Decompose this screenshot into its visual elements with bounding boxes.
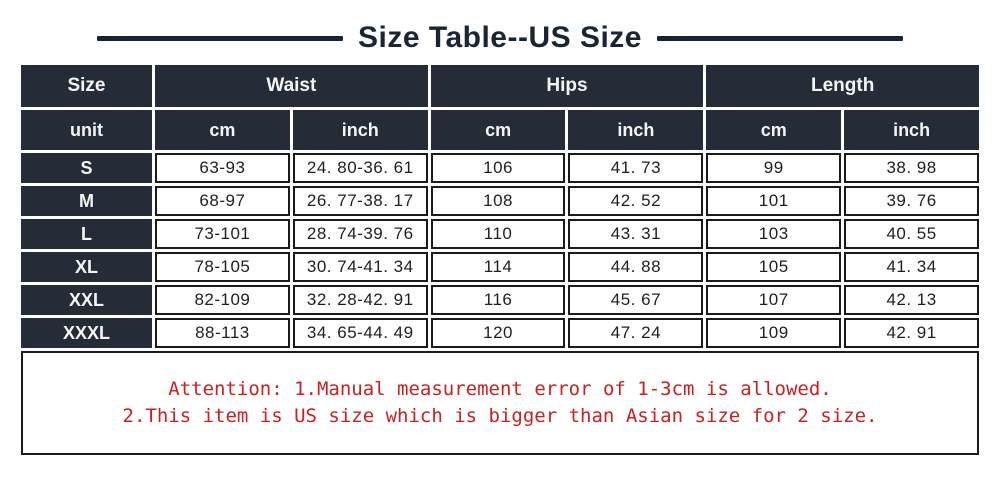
unit-header-label: unit xyxy=(21,110,152,150)
cell-xxl-waist-inch: 32. 28-42. 91 xyxy=(292,285,428,315)
unit-header-waist-inch: inch xyxy=(292,110,428,150)
group-header-row: Size Waist Hips Length xyxy=(21,65,979,107)
page-title: Size Table--US Size xyxy=(357,21,642,54)
table-row-xxxl: XXXL 88-113 34. 65-44. 49 120 47. 24 109… xyxy=(21,318,979,348)
unit-header-length-cm: cm xyxy=(706,110,842,150)
col-header-length: Length xyxy=(706,65,979,107)
cell-s-waist-cm: 63-93 xyxy=(155,153,290,183)
table-row-l: L 73-101 28. 74-39. 76 110 43. 31 103 40… xyxy=(21,219,979,249)
title-row: Size Table--US Size xyxy=(0,0,1000,60)
attention-line-2: 2.This item is US size which is bigger t… xyxy=(122,405,878,427)
cell-xl-length-inch: 41. 34 xyxy=(844,252,979,282)
size-label-xxl: XXL xyxy=(21,285,152,315)
unit-header-waist-cm: cm xyxy=(155,110,290,150)
attention-box: Attention: 1.Manual measurement error of… xyxy=(21,351,979,455)
table-row-s: S 63-93 24. 80-36. 61 106 41. 73 99 38. … xyxy=(21,153,979,183)
cell-l-length-inch: 40. 55 xyxy=(844,219,979,249)
attention-row: Attention: 1.Manual measurement error of… xyxy=(21,351,979,455)
size-label-m: M xyxy=(21,186,152,216)
unit-header-row: unit cm inch cm inch cm inch xyxy=(21,110,979,150)
size-label-l: L xyxy=(21,219,152,249)
cell-l-waist-cm: 73-101 xyxy=(155,219,290,249)
size-label-xl: XL xyxy=(21,252,152,282)
unit-header-hips-inch: inch xyxy=(568,110,704,150)
cell-xxxl-length-inch: 42. 91 xyxy=(844,318,979,348)
title-divider-right xyxy=(657,35,903,41)
cell-xxl-length-inch: 42. 13 xyxy=(844,285,979,315)
cell-xl-waist-inch: 30. 74-41. 34 xyxy=(292,252,428,282)
cell-s-length-cm: 99 xyxy=(706,153,842,183)
cell-s-waist-inch: 24. 80-36. 61 xyxy=(292,153,428,183)
cell-m-waist-cm: 68-97 xyxy=(155,186,290,216)
table-row-xxl: XXL 82-109 32. 28-42. 91 116 45. 67 107 … xyxy=(21,285,979,315)
size-label-s: S xyxy=(21,153,152,183)
cell-xl-hips-cm: 114 xyxy=(430,252,566,282)
col-header-size: Size xyxy=(21,65,152,107)
cell-m-length-inch: 39. 76 xyxy=(844,186,979,216)
cell-xl-hips-inch: 44. 88 xyxy=(568,252,704,282)
cell-xxl-hips-cm: 116 xyxy=(430,285,566,315)
cell-m-hips-inch: 42. 52 xyxy=(568,186,704,216)
cell-m-length-cm: 101 xyxy=(706,186,842,216)
cell-xxxl-hips-inch: 47. 24 xyxy=(568,318,704,348)
cell-l-hips-cm: 110 xyxy=(430,219,566,249)
unit-header-length-inch: inch xyxy=(844,110,979,150)
col-header-waist: Waist xyxy=(155,65,428,107)
size-label-xxxl: XXXL xyxy=(21,318,152,348)
col-header-hips: Hips xyxy=(430,65,704,107)
cell-xl-waist-cm: 78-105 xyxy=(155,252,290,282)
cell-xxl-hips-inch: 45. 67 xyxy=(568,285,704,315)
title-divider-left xyxy=(96,35,343,41)
cell-xxxl-length-cm: 109 xyxy=(706,318,842,348)
table-row-xl: XL 78-105 30. 74-41. 34 114 44. 88 105 4… xyxy=(21,252,979,282)
table-row-m: M 68-97 26. 77-38. 17 108 42. 52 101 39.… xyxy=(21,186,979,216)
cell-xxl-length-cm: 107 xyxy=(706,285,842,315)
cell-xxl-waist-cm: 82-109 xyxy=(155,285,290,315)
cell-s-hips-inch: 41. 73 xyxy=(568,153,704,183)
cell-l-hips-inch: 43. 31 xyxy=(568,219,704,249)
cell-m-waist-inch: 26. 77-38. 17 xyxy=(292,186,428,216)
cell-xxxl-waist-cm: 88-113 xyxy=(155,318,290,348)
size-table: Size Waist Hips Length unit cm inch cm i… xyxy=(18,62,982,458)
cell-m-hips-cm: 108 xyxy=(430,186,566,216)
cell-xl-length-cm: 105 xyxy=(706,252,842,282)
cell-l-length-cm: 103 xyxy=(706,219,842,249)
cell-l-waist-inch: 28. 74-39. 76 xyxy=(292,219,428,249)
cell-xxxl-hips-cm: 120 xyxy=(430,318,566,348)
cell-xxxl-waist-inch: 34. 65-44. 49 xyxy=(292,318,428,348)
attention-line-1: Attention: 1.Manual measurement error of… xyxy=(168,378,832,400)
unit-header-hips-cm: cm xyxy=(430,110,566,150)
cell-s-length-inch: 38. 98 xyxy=(844,153,979,183)
cell-s-hips-cm: 106 xyxy=(430,153,566,183)
